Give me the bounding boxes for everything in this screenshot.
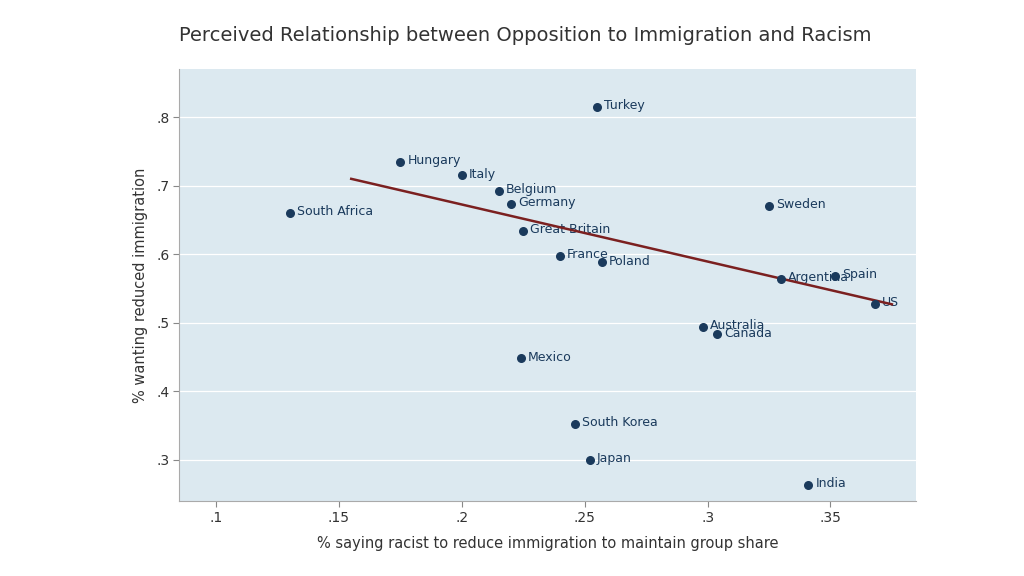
Text: Hungary: Hungary (408, 154, 461, 167)
Text: Perceived Relationship between Opposition to Immigration and Racism: Perceived Relationship between Oppositio… (179, 26, 871, 45)
Text: South Korea: South Korea (582, 416, 657, 429)
Point (582, 456, 598, 465)
Point (761, 201, 777, 210)
Point (515, 226, 531, 236)
Point (490, 187, 507, 196)
Text: Turkey: Turkey (604, 99, 645, 112)
Text: Sweden: Sweden (776, 198, 825, 211)
Text: Australia: Australia (710, 319, 765, 332)
Point (827, 272, 844, 281)
Point (566, 419, 583, 428)
Text: Canada: Canada (724, 327, 772, 340)
Point (503, 199, 519, 208)
Point (454, 171, 470, 180)
Point (594, 258, 610, 267)
Point (694, 323, 711, 332)
Point (589, 102, 605, 111)
Text: South Africa: South Africa (297, 205, 373, 218)
Text: India: India (815, 478, 846, 490)
Text: Italy: Italy (469, 168, 496, 180)
Point (513, 354, 529, 363)
Point (282, 209, 298, 218)
Text: Mexico: Mexico (527, 351, 571, 363)
Text: US: US (882, 295, 899, 309)
Text: Poland: Poland (609, 255, 650, 268)
Point (552, 252, 568, 261)
Text: Spain: Spain (843, 268, 878, 281)
Text: Belgium: Belgium (506, 183, 557, 196)
X-axis label: % saying racist to reduce immigration to maintain group share: % saying racist to reduce immigration to… (317, 536, 778, 551)
Y-axis label: % wanting reduced immigration: % wanting reduced immigration (133, 168, 147, 403)
Point (392, 157, 409, 166)
Text: Japan: Japan (597, 452, 632, 465)
Point (800, 481, 816, 490)
Text: Germany: Germany (518, 196, 575, 209)
Point (710, 330, 726, 339)
Text: Argentina: Argentina (788, 271, 849, 284)
Text: France: France (567, 248, 609, 262)
Text: Great Britain: Great Britain (530, 223, 610, 236)
Point (773, 274, 790, 283)
Point (866, 299, 883, 308)
